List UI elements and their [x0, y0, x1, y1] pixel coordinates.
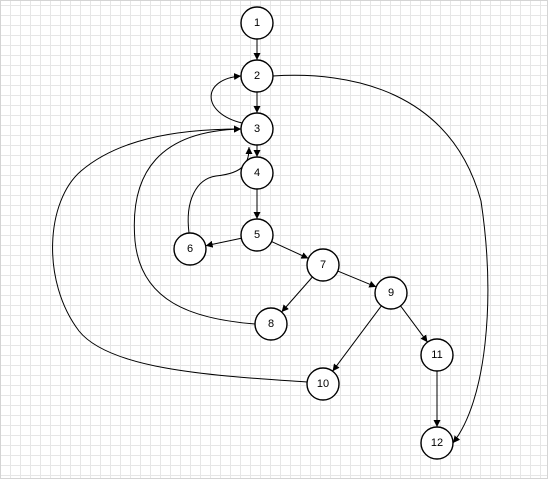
node-label: 11: [431, 349, 442, 361]
edge-7-to-8: [281, 276, 313, 313]
node-2: 2: [240, 59, 274, 93]
node-7: 7: [306, 248, 340, 282]
node-label: 8: [268, 318, 274, 330]
node-6: 6: [173, 232, 207, 266]
edges-layer: [52, 39, 489, 444]
edge-2-to-12: [272, 74, 489, 444]
node-circle: [240, 6, 274, 40]
node-circle: [240, 218, 274, 252]
node-label: 3: [254, 123, 260, 135]
node-label: 5: [254, 229, 260, 241]
node-circle: [240, 59, 274, 93]
node-label: 2: [254, 70, 260, 82]
node-label: 12: [431, 437, 443, 449]
node-circle: [374, 276, 408, 310]
node-label: 4: [254, 167, 260, 179]
node-circle: [240, 156, 274, 190]
edge-7-to-9: [337, 270, 377, 288]
edge-3-to-2: [210, 73, 243, 124]
edge-10-to-3: [52, 125, 308, 383]
edge-8-to-3: [133, 125, 256, 325]
node-circle: [420, 338, 454, 372]
edge-9-to-11: [400, 305, 428, 343]
edge-5-to-7: [271, 241, 309, 259]
edge-6-to-3: [187, 146, 253, 234]
node-circle: [240, 112, 274, 146]
edge-9-to-10: [332, 305, 382, 372]
node-5: 5: [240, 218, 274, 252]
node-label: 10: [317, 378, 329, 390]
node-3: 3: [240, 112, 274, 146]
node-11: 11: [420, 338, 454, 372]
node-circle: [306, 367, 340, 401]
node-label: 1: [254, 17, 260, 29]
node-circle: [173, 232, 207, 266]
node-circle: [306, 248, 340, 282]
node-9: 9: [374, 276, 408, 310]
node-circle: [254, 307, 288, 341]
node-label: 7: [320, 259, 326, 271]
node-1: 1: [240, 6, 274, 40]
node-label: 6: [187, 243, 193, 255]
node-10: 10: [306, 367, 340, 401]
node-12: 12: [420, 426, 454, 460]
edge-5-to-6: [205, 237, 242, 248]
node-circle: [420, 426, 454, 460]
node-4: 4: [240, 156, 274, 190]
node-label: 9: [388, 287, 394, 299]
node-8: 8: [254, 307, 288, 341]
